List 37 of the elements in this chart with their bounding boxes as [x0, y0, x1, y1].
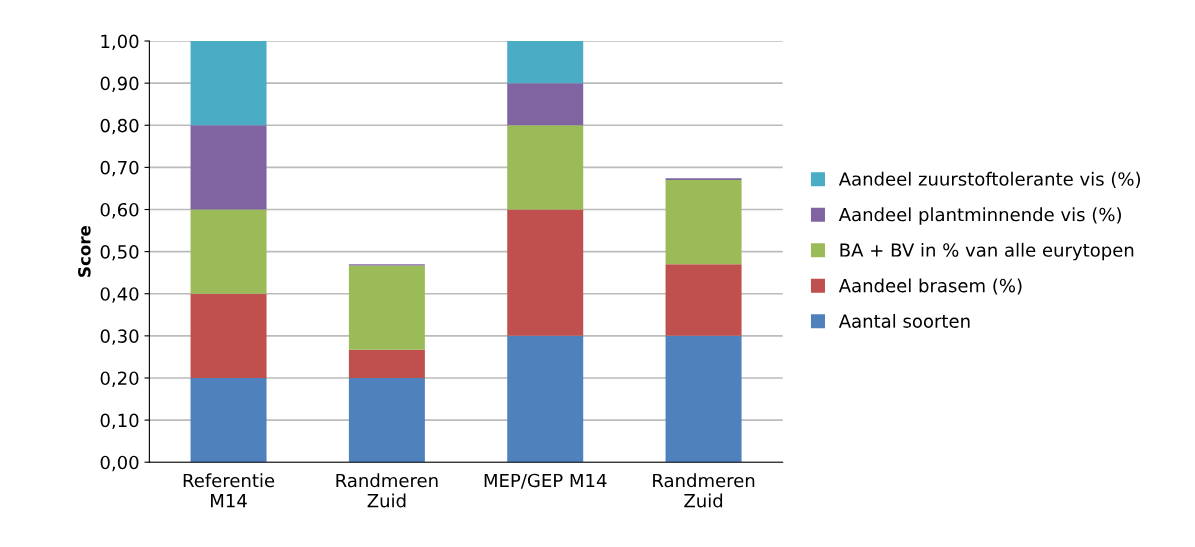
bar: [507, 125, 584, 210]
y-tick-label: 0,00: [100, 455, 139, 472]
x-tick-label: Randmeren Zuid: [653, 473, 755, 508]
y-tick-label: 0,90: [100, 76, 139, 93]
bar: [665, 264, 742, 336]
y-tick-label: 0,30: [100, 329, 139, 345]
legend-label: BA + BV in % van alle eurytopen: [840, 242, 1134, 261]
legend-label: Aandeel zuurstoftolerante vis (%): [838, 171, 1141, 188]
bar: [507, 209, 584, 336]
bar: [190, 209, 267, 294]
y-tick-label: 0,60: [100, 202, 139, 219]
x-tick-label: MEP/GEP M14: [484, 473, 607, 489]
bar: [190, 41, 267, 126]
bar: [507, 83, 584, 126]
bar: [348, 377, 425, 463]
legend-label: Aandeel brasem (%): [838, 278, 1022, 295]
y-tick-label: 0,80: [100, 118, 139, 135]
x-tick-label: Randmeren Zuid: [336, 473, 438, 508]
bar: [507, 335, 584, 463]
legend-label: Aantal soorten: [838, 313, 970, 328]
y-tick-label: 0,50: [100, 245, 139, 261]
y-tick-label: 0,70: [100, 160, 139, 177]
bar: [348, 349, 425, 378]
y-tick-label: 0,20: [100, 371, 139, 387]
y-axis-title: Score: [78, 226, 91, 277]
bar: [665, 335, 742, 463]
bar: [507, 41, 584, 84]
bar: [190, 125, 267, 210]
y-tick-label: 1,00: [101, 34, 139, 50]
y-tick-label: 0,10: [100, 413, 139, 430]
bar: [190, 377, 267, 463]
x-tick-label: Referentie M14: [183, 473, 275, 508]
bar: [348, 265, 425, 350]
bar: [665, 180, 742, 265]
bar: [190, 293, 267, 378]
y-tick-label: 0,40: [100, 287, 139, 303]
legend-label: Aandeel plantminnende vis (%): [838, 207, 1121, 225]
